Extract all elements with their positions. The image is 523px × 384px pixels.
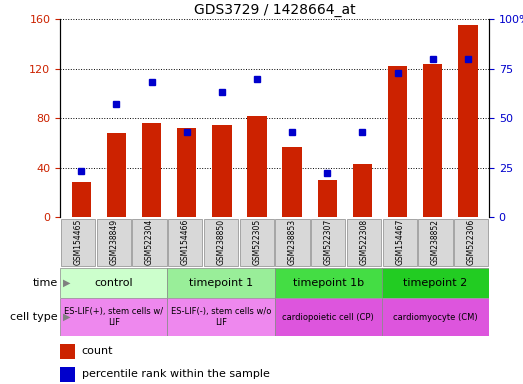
FancyBboxPatch shape [240, 219, 274, 266]
Bar [60, 367, 75, 382]
Bar [282, 147, 302, 217]
FancyBboxPatch shape [275, 219, 310, 266]
FancyBboxPatch shape [418, 219, 452, 266]
Text: ES-LIF(-), stem cells w/o
LIF: ES-LIF(-), stem cells w/o LIF [171, 308, 271, 327]
Bar [388, 66, 407, 217]
Text: GSM522307: GSM522307 [324, 219, 333, 265]
FancyBboxPatch shape [204, 219, 238, 266]
FancyBboxPatch shape [60, 298, 167, 336]
Text: cardiomyocyte (CM): cardiomyocyte (CM) [393, 313, 477, 322]
Text: GSM238849: GSM238849 [109, 219, 118, 265]
Text: timepoint 2: timepoint 2 [403, 278, 468, 288]
Text: GSM238850: GSM238850 [217, 219, 225, 265]
Text: GSM154465: GSM154465 [74, 219, 83, 265]
Text: control: control [95, 278, 133, 288]
Text: GSM522308: GSM522308 [359, 219, 368, 265]
Text: ▶: ▶ [63, 278, 70, 288]
FancyBboxPatch shape [275, 268, 382, 298]
FancyBboxPatch shape [311, 219, 345, 266]
Text: timepoint 1: timepoint 1 [189, 278, 253, 288]
Text: GSM238852: GSM238852 [431, 219, 440, 265]
FancyBboxPatch shape [61, 219, 95, 266]
FancyBboxPatch shape [132, 219, 167, 266]
Title: GDS3729 / 1428664_at: GDS3729 / 1428664_at [194, 3, 356, 17]
Bar [60, 344, 75, 359]
Text: GSM154467: GSM154467 [395, 219, 404, 265]
FancyBboxPatch shape [60, 268, 167, 298]
Text: GSM154466: GSM154466 [181, 219, 190, 265]
Text: ▶: ▶ [63, 312, 70, 322]
Text: cardiopoietic cell (CP): cardiopoietic cell (CP) [282, 313, 374, 322]
Text: GSM522304: GSM522304 [145, 219, 154, 265]
Text: time: time [32, 278, 58, 288]
FancyBboxPatch shape [347, 219, 381, 266]
Bar [212, 126, 232, 217]
Text: ES-LIF(+), stem cells w/
LIF: ES-LIF(+), stem cells w/ LIF [64, 308, 163, 327]
FancyBboxPatch shape [454, 219, 488, 266]
Text: timepoint 1b: timepoint 1b [293, 278, 363, 288]
FancyBboxPatch shape [275, 298, 382, 336]
FancyBboxPatch shape [168, 219, 202, 266]
FancyBboxPatch shape [167, 298, 275, 336]
FancyBboxPatch shape [167, 268, 275, 298]
Text: GSM522305: GSM522305 [252, 219, 261, 265]
FancyBboxPatch shape [382, 298, 489, 336]
Bar [458, 25, 477, 217]
Bar [72, 182, 91, 217]
Text: count: count [82, 346, 113, 356]
Bar [247, 116, 267, 217]
Bar [423, 64, 442, 217]
Bar [353, 164, 372, 217]
Bar [107, 133, 126, 217]
Text: percentile rank within the sample: percentile rank within the sample [82, 369, 270, 379]
Bar [317, 180, 337, 217]
Text: GSM238853: GSM238853 [288, 219, 297, 265]
Bar [177, 128, 196, 217]
Text: GSM522306: GSM522306 [467, 219, 475, 265]
FancyBboxPatch shape [382, 268, 489, 298]
Bar [142, 123, 161, 217]
FancyBboxPatch shape [97, 219, 131, 266]
FancyBboxPatch shape [382, 219, 417, 266]
Text: cell type: cell type [10, 312, 58, 322]
